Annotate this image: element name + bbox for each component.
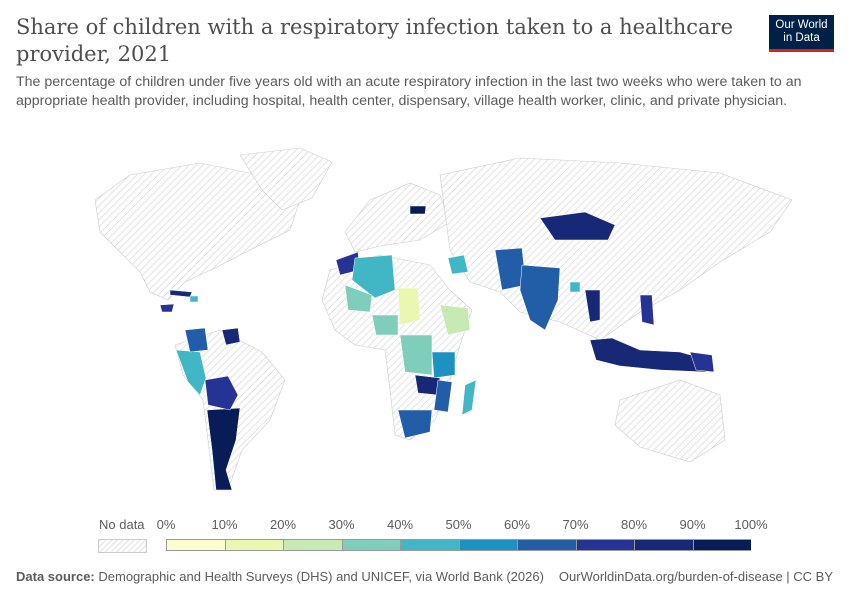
- source-url[interactable]: OurWorldinData.org/burden-of-disease | C…: [558, 569, 833, 584]
- country-colombia[interactable]: [184, 327, 209, 353]
- owid-logo[interactable]: Our World in Data: [769, 15, 834, 52]
- legend-bin-1[interactable]: [224, 539, 283, 551]
- color-legend: No data 0% 10% 20% 30% 40% 50% 60% 70% 80% 90% 100…: [0, 512, 850, 553]
- country-dr-congo[interactable]: [399, 334, 433, 376]
- australia: [614, 379, 726, 463]
- legend-bin-6[interactable]: [517, 539, 576, 551]
- legend-tick: 60%: [503, 517, 531, 532]
- data-source: Data source: Demographic and Health Surv…: [16, 569, 544, 584]
- chart-subtitle: The percentage of children under five ye…: [16, 74, 802, 109]
- legend-bin-7[interactable]: [575, 539, 634, 551]
- country-peru[interactable]: [175, 349, 207, 396]
- africa: [321, 254, 473, 441]
- country-belarus[interactable]: [409, 205, 427, 215]
- country-iraq[interactable]: [447, 254, 469, 275]
- world-map[interactable]: [0, 135, 850, 505]
- legend-no-data-swatch: [98, 539, 147, 553]
- country-bangladesh[interactable]: [569, 281, 581, 293]
- country-india[interactable]: [519, 264, 561, 331]
- legend-tick: 70%: [562, 517, 589, 532]
- legend-tick: 10%: [211, 517, 238, 532]
- country-south-africa[interactable]: [397, 409, 433, 439]
- legend-tick: 90%: [679, 517, 706, 532]
- country-indonesia[interactable]: [589, 337, 709, 373]
- legend-bin-9[interactable]: [692, 539, 751, 551]
- country-algeria[interactable]: [351, 254, 396, 299]
- north-america: [94, 162, 301, 301]
- legend-bin-8[interactable]: [634, 539, 693, 551]
- legend-tick: 80%: [620, 517, 648, 532]
- country-mongolia[interactable]: [539, 211, 616, 241]
- legend-tick: 100%: [734, 517, 768, 532]
- legend-bin-4[interactable]: [400, 539, 459, 551]
- legend-bin-3[interactable]: [341, 539, 400, 551]
- greenland: [239, 147, 333, 211]
- legend-tick: 20%: [269, 517, 297, 532]
- chart-title: Share of children with a respiratory inf…: [16, 15, 734, 66]
- country-ethiopia[interactable]: [439, 304, 471, 336]
- country-papua-new-guinea[interactable]: [689, 351, 715, 373]
- legend-tick: 50%: [445, 517, 472, 532]
- country-honduras[interactable]: [159, 303, 175, 313]
- legend-bin-2[interactable]: [283, 539, 342, 551]
- country-guyana[interactable]: [221, 327, 241, 346]
- asia: [439, 157, 793, 341]
- country-philippines[interactable]: [639, 294, 655, 326]
- country-cuba[interactable]: [169, 289, 193, 298]
- legend-tick: 30%: [328, 517, 355, 532]
- legend-bin-0[interactable]: [166, 539, 225, 551]
- country-madagascar[interactable]: [461, 379, 477, 416]
- country-nigeria[interactable]: [371, 314, 399, 336]
- country-argentina[interactable]: [206, 407, 241, 491]
- country-thailand[interactable]: [584, 289, 601, 323]
- country-chad[interactable]: [397, 287, 421, 326]
- legend-tick: 0%: [156, 517, 176, 532]
- logo-line-1: Our World: [775, 19, 828, 31]
- country-bolivia[interactable]: [204, 375, 239, 411]
- legend-no-data-label: No data: [99, 517, 145, 532]
- data-source-text: Demographic and Health Surveys (DHS) and…: [98, 569, 544, 584]
- europe: [344, 182, 451, 253]
- logo-line-2: in Data: [783, 32, 820, 44]
- country-tanzania[interactable]: [431, 351, 456, 379]
- legend-bin-5[interactable]: [458, 539, 517, 551]
- legend-tick: 40%: [386, 517, 414, 532]
- country-mozambique[interactable]: [433, 379, 453, 413]
- data-source-label: Data source:: [16, 569, 95, 584]
- country-haiti[interactable]: [189, 295, 199, 303]
- country-mali[interactable]: [344, 284, 373, 313]
